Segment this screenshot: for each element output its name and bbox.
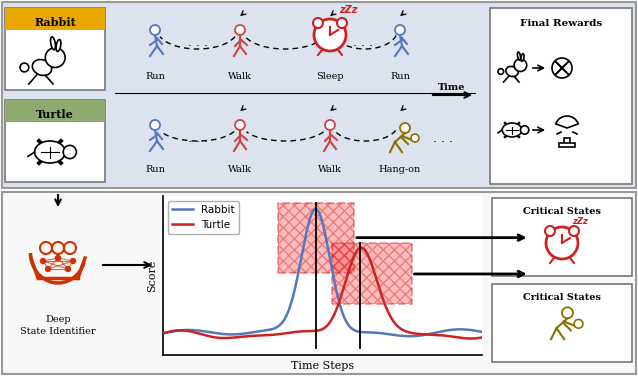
Text: zZz: zZz xyxy=(339,5,357,15)
Text: Deep
State Identifier: Deep State Identifier xyxy=(20,315,96,336)
Bar xyxy=(2,192,636,374)
Circle shape xyxy=(400,123,410,133)
Circle shape xyxy=(313,18,323,28)
Circle shape xyxy=(150,120,160,130)
Circle shape xyxy=(20,63,29,72)
Circle shape xyxy=(411,134,419,142)
Ellipse shape xyxy=(502,123,522,137)
Circle shape xyxy=(71,259,75,264)
Text: Walk: Walk xyxy=(228,72,252,81)
Circle shape xyxy=(514,59,527,71)
Bar xyxy=(5,100,105,122)
Circle shape xyxy=(545,226,555,236)
Text: Critical States: Critical States xyxy=(523,208,601,217)
Ellipse shape xyxy=(521,54,524,61)
Bar xyxy=(5,8,105,30)
Ellipse shape xyxy=(56,39,61,52)
Circle shape xyxy=(314,19,346,51)
Text: Hang-on: Hang-on xyxy=(379,165,421,174)
Circle shape xyxy=(150,25,160,35)
Text: · · ·: · · · xyxy=(188,135,208,149)
Bar xyxy=(564,138,570,144)
Text: Final Rewards: Final Rewards xyxy=(520,20,602,29)
Circle shape xyxy=(45,48,65,68)
Wedge shape xyxy=(556,116,578,128)
Bar xyxy=(490,8,632,184)
Ellipse shape xyxy=(33,59,52,76)
Text: Turtle: Turtle xyxy=(36,109,74,120)
Text: Run: Run xyxy=(390,72,410,81)
Circle shape xyxy=(574,319,583,328)
Circle shape xyxy=(521,126,529,134)
Circle shape xyxy=(325,120,335,130)
Legend: Rabbit, Turtle: Rabbit, Turtle xyxy=(168,201,239,234)
Bar xyxy=(492,198,632,276)
Circle shape xyxy=(235,25,245,35)
Text: Rabbit: Rabbit xyxy=(34,17,76,27)
Text: Critical States: Critical States xyxy=(523,294,601,303)
Circle shape xyxy=(546,227,578,259)
Bar xyxy=(2,2,636,188)
Circle shape xyxy=(40,259,45,264)
Circle shape xyxy=(569,226,579,236)
Text: Run: Run xyxy=(145,165,165,174)
X-axis label: Time Steps: Time Steps xyxy=(291,361,353,371)
Text: zZz: zZz xyxy=(572,217,588,226)
Circle shape xyxy=(562,307,573,318)
Bar xyxy=(5,100,105,182)
Circle shape xyxy=(498,69,503,74)
Text: Walk: Walk xyxy=(318,165,342,174)
Bar xyxy=(5,8,105,90)
Bar xyxy=(332,244,412,305)
Text: · · ·: · · · xyxy=(433,135,453,149)
Circle shape xyxy=(235,120,245,130)
Bar xyxy=(559,143,575,147)
Text: Time: Time xyxy=(438,83,466,92)
Text: · · ·: · · · xyxy=(188,41,208,53)
Bar xyxy=(278,203,354,273)
Text: Run: Run xyxy=(145,72,165,81)
Ellipse shape xyxy=(50,37,56,50)
Text: Walk: Walk xyxy=(228,165,252,174)
Circle shape xyxy=(395,25,405,35)
Text: · · ·: · · · xyxy=(353,41,373,53)
Ellipse shape xyxy=(34,141,66,163)
Circle shape xyxy=(337,18,347,28)
Y-axis label: Score: Score xyxy=(147,259,157,292)
Ellipse shape xyxy=(506,67,518,77)
Text: Sleep: Sleep xyxy=(316,72,344,81)
Bar xyxy=(492,284,632,362)
Circle shape xyxy=(56,256,61,261)
Circle shape xyxy=(63,146,77,159)
Circle shape xyxy=(45,267,50,271)
Circle shape xyxy=(66,267,71,271)
Ellipse shape xyxy=(517,52,521,60)
Circle shape xyxy=(552,58,572,78)
